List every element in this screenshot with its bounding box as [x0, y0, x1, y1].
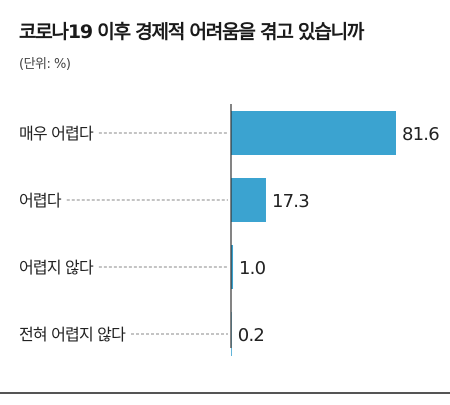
bottom-rule [0, 392, 450, 394]
value-label: 1.0 [239, 258, 266, 279]
value-label: 81.6 [402, 124, 439, 145]
chart-title: 코로나19 이후 경제적 어려움을 겪고 있습니까 [19, 21, 364, 43]
category-label: 전혀 어렵지 않다 [19, 325, 126, 344]
category-label: 매우 어렵다 [19, 124, 94, 143]
category-label: 어렵지 않다 [19, 258, 94, 277]
value-label: 17.3 [272, 191, 309, 212]
bar [231, 111, 396, 155]
category-label: 어렵다 [19, 191, 62, 210]
bar [231, 245, 234, 289]
bar [231, 178, 266, 222]
value-label: 0.2 [238, 325, 264, 346]
chart-subtitle: (단위: %) [19, 57, 71, 72]
